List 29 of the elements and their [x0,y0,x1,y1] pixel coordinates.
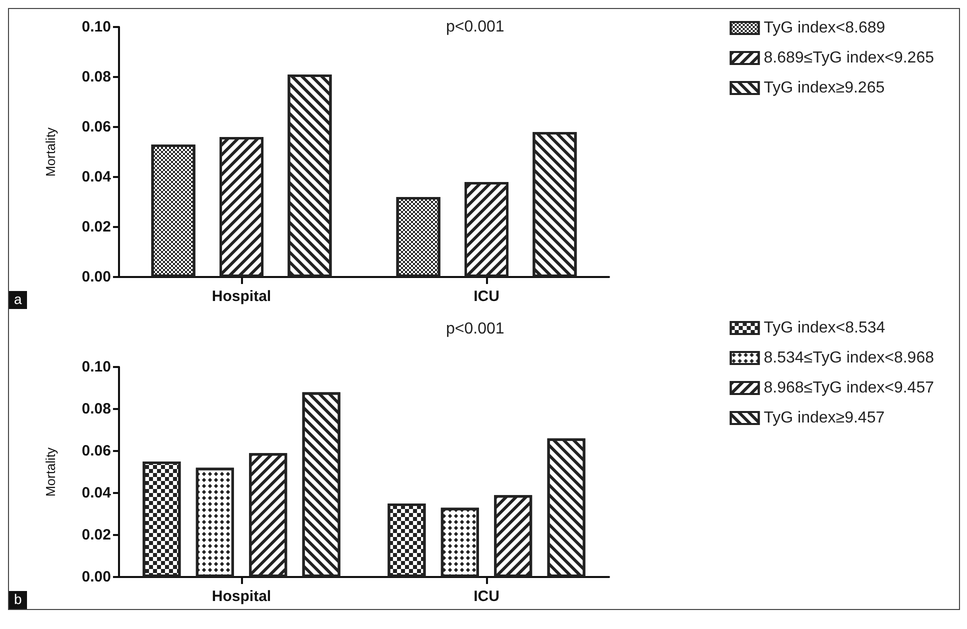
y-axis-title: Mortality [43,446,58,497]
text: a [14,291,22,307]
legend-label: 8.534≤TyG index<8.968 [764,350,934,366]
y-tick-label: 0.04 [82,484,112,502]
text: b [14,591,22,607]
legend-label: TyG index<8.689 [764,20,886,36]
annotation: p<0.001 [446,18,504,36]
y-tick-label: 0.10 [82,18,111,36]
y-axis-title: Mortality [43,126,58,177]
legend-label: 8.968≤TyG index<9.457 [764,380,934,396]
y-tick-label: 0.02 [82,218,111,236]
y-tick-label: 0.06 [82,442,111,460]
y-tick-label: 0.08 [82,400,111,418]
legend-label: TyG index<8.534 [764,320,886,336]
legend-label: TyG index≥9.457 [764,410,885,426]
y-tick-label: 0.08 [82,68,111,86]
x-tick-label: ICU [474,288,500,305]
legend-label: 8.689≤TyG index<9.265 [764,50,934,66]
y-tick-label: 0.00 [82,268,111,286]
x-tick-label: Hospital [212,288,272,305]
legend-label: TyG index≥9.265 [764,80,885,96]
y-tick-label: 0.10 [82,358,111,376]
text: p<0.001 [446,320,504,338]
y-tick-label: 0.00 [82,568,111,586]
y-tick-label: 0.06 [82,118,111,136]
x-tick-label: Hospital [212,588,272,605]
x-tick-label: ICU [474,588,500,605]
y-tick-label: 0.02 [82,526,111,544]
y-tick-label: 0.04 [82,168,112,186]
